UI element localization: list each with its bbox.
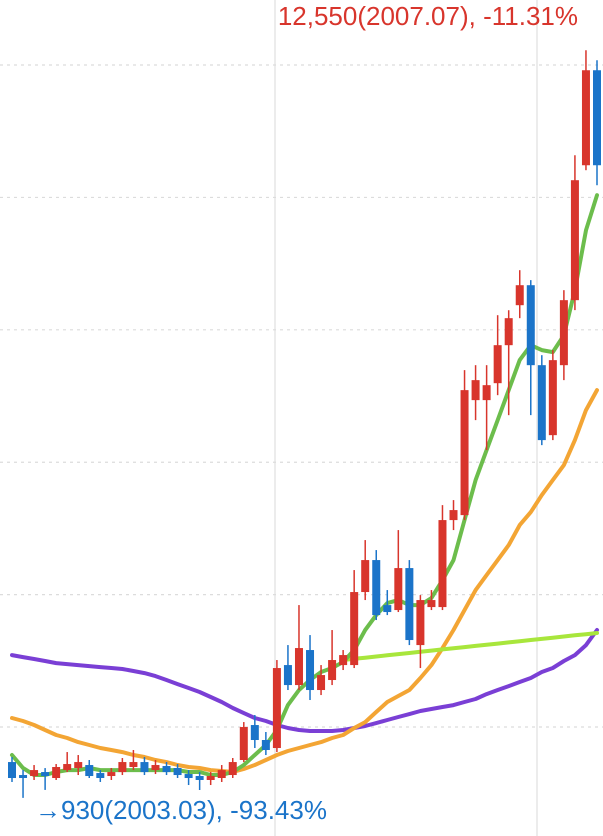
candle-body — [504, 318, 513, 346]
candle-body — [19, 775, 28, 779]
candle-body — [294, 648, 303, 686]
candle-body — [228, 762, 237, 776]
candle-body — [63, 764, 72, 771]
candle-body — [217, 770, 226, 779]
candle-body — [118, 762, 127, 773]
candle-body — [129, 762, 138, 768]
candle-body — [8, 762, 16, 779]
candle-body — [96, 773, 105, 779]
candle-body — [526, 285, 535, 366]
candle-body — [405, 568, 414, 641]
candle-body — [140, 762, 149, 773]
candle-body — [151, 765, 160, 771]
moving-averages — [10, 193, 599, 777]
candle-body — [559, 300, 568, 366]
min-annotation: →930(2003.03), -93.43% — [35, 795, 327, 825]
candle-body — [339, 655, 348, 666]
candle-body — [239, 727, 248, 760]
candle-body — [372, 560, 381, 616]
candle-body — [184, 774, 193, 779]
candle-body — [593, 70, 601, 166]
candle-body — [482, 385, 491, 401]
candle-body — [30, 770, 39, 777]
candle-body — [570, 180, 579, 301]
candle-body — [41, 772, 50, 777]
candle-body — [173, 768, 182, 776]
candle-body — [394, 568, 403, 611]
candle-body — [85, 765, 94, 777]
candle-body — [515, 285, 524, 306]
candle-body — [52, 767, 61, 779]
candle-body — [283, 665, 292, 686]
candle-body — [250, 725, 259, 741]
moving-average-line — [341, 631, 599, 662]
candle-body — [328, 660, 337, 681]
candle-body — [107, 772, 116, 777]
candle-body — [427, 600, 436, 608]
candle-body — [548, 360, 557, 436]
candle-body — [306, 650, 315, 691]
candle-body — [449, 510, 458, 521]
candle-body — [493, 345, 502, 384]
candle-body — [272, 668, 281, 749]
candle-body — [581, 70, 590, 166]
grid — [0, 64, 603, 728]
moving-average-line — [10, 388, 599, 774]
max-annotation: 12,550(2007.07), -11.31% — [278, 1, 578, 31]
candle-body — [74, 762, 83, 769]
candle-body — [317, 675, 326, 691]
candle-body — [361, 560, 370, 593]
candle-body — [471, 380, 480, 401]
candle-body — [261, 740, 270, 751]
candles — [8, 50, 601, 798]
candle-body — [206, 776, 215, 780]
candle-body — [383, 605, 392, 613]
candle-body — [195, 776, 204, 780]
moving-average-line — [10, 193, 599, 777]
candle-body — [438, 520, 447, 608]
candle-body — [537, 365, 546, 441]
moving-average-line — [10, 628, 599, 733]
candle-body — [350, 592, 359, 666]
candle-body — [416, 600, 425, 646]
candle-body — [162, 766, 171, 773]
candle-body — [460, 390, 469, 516]
